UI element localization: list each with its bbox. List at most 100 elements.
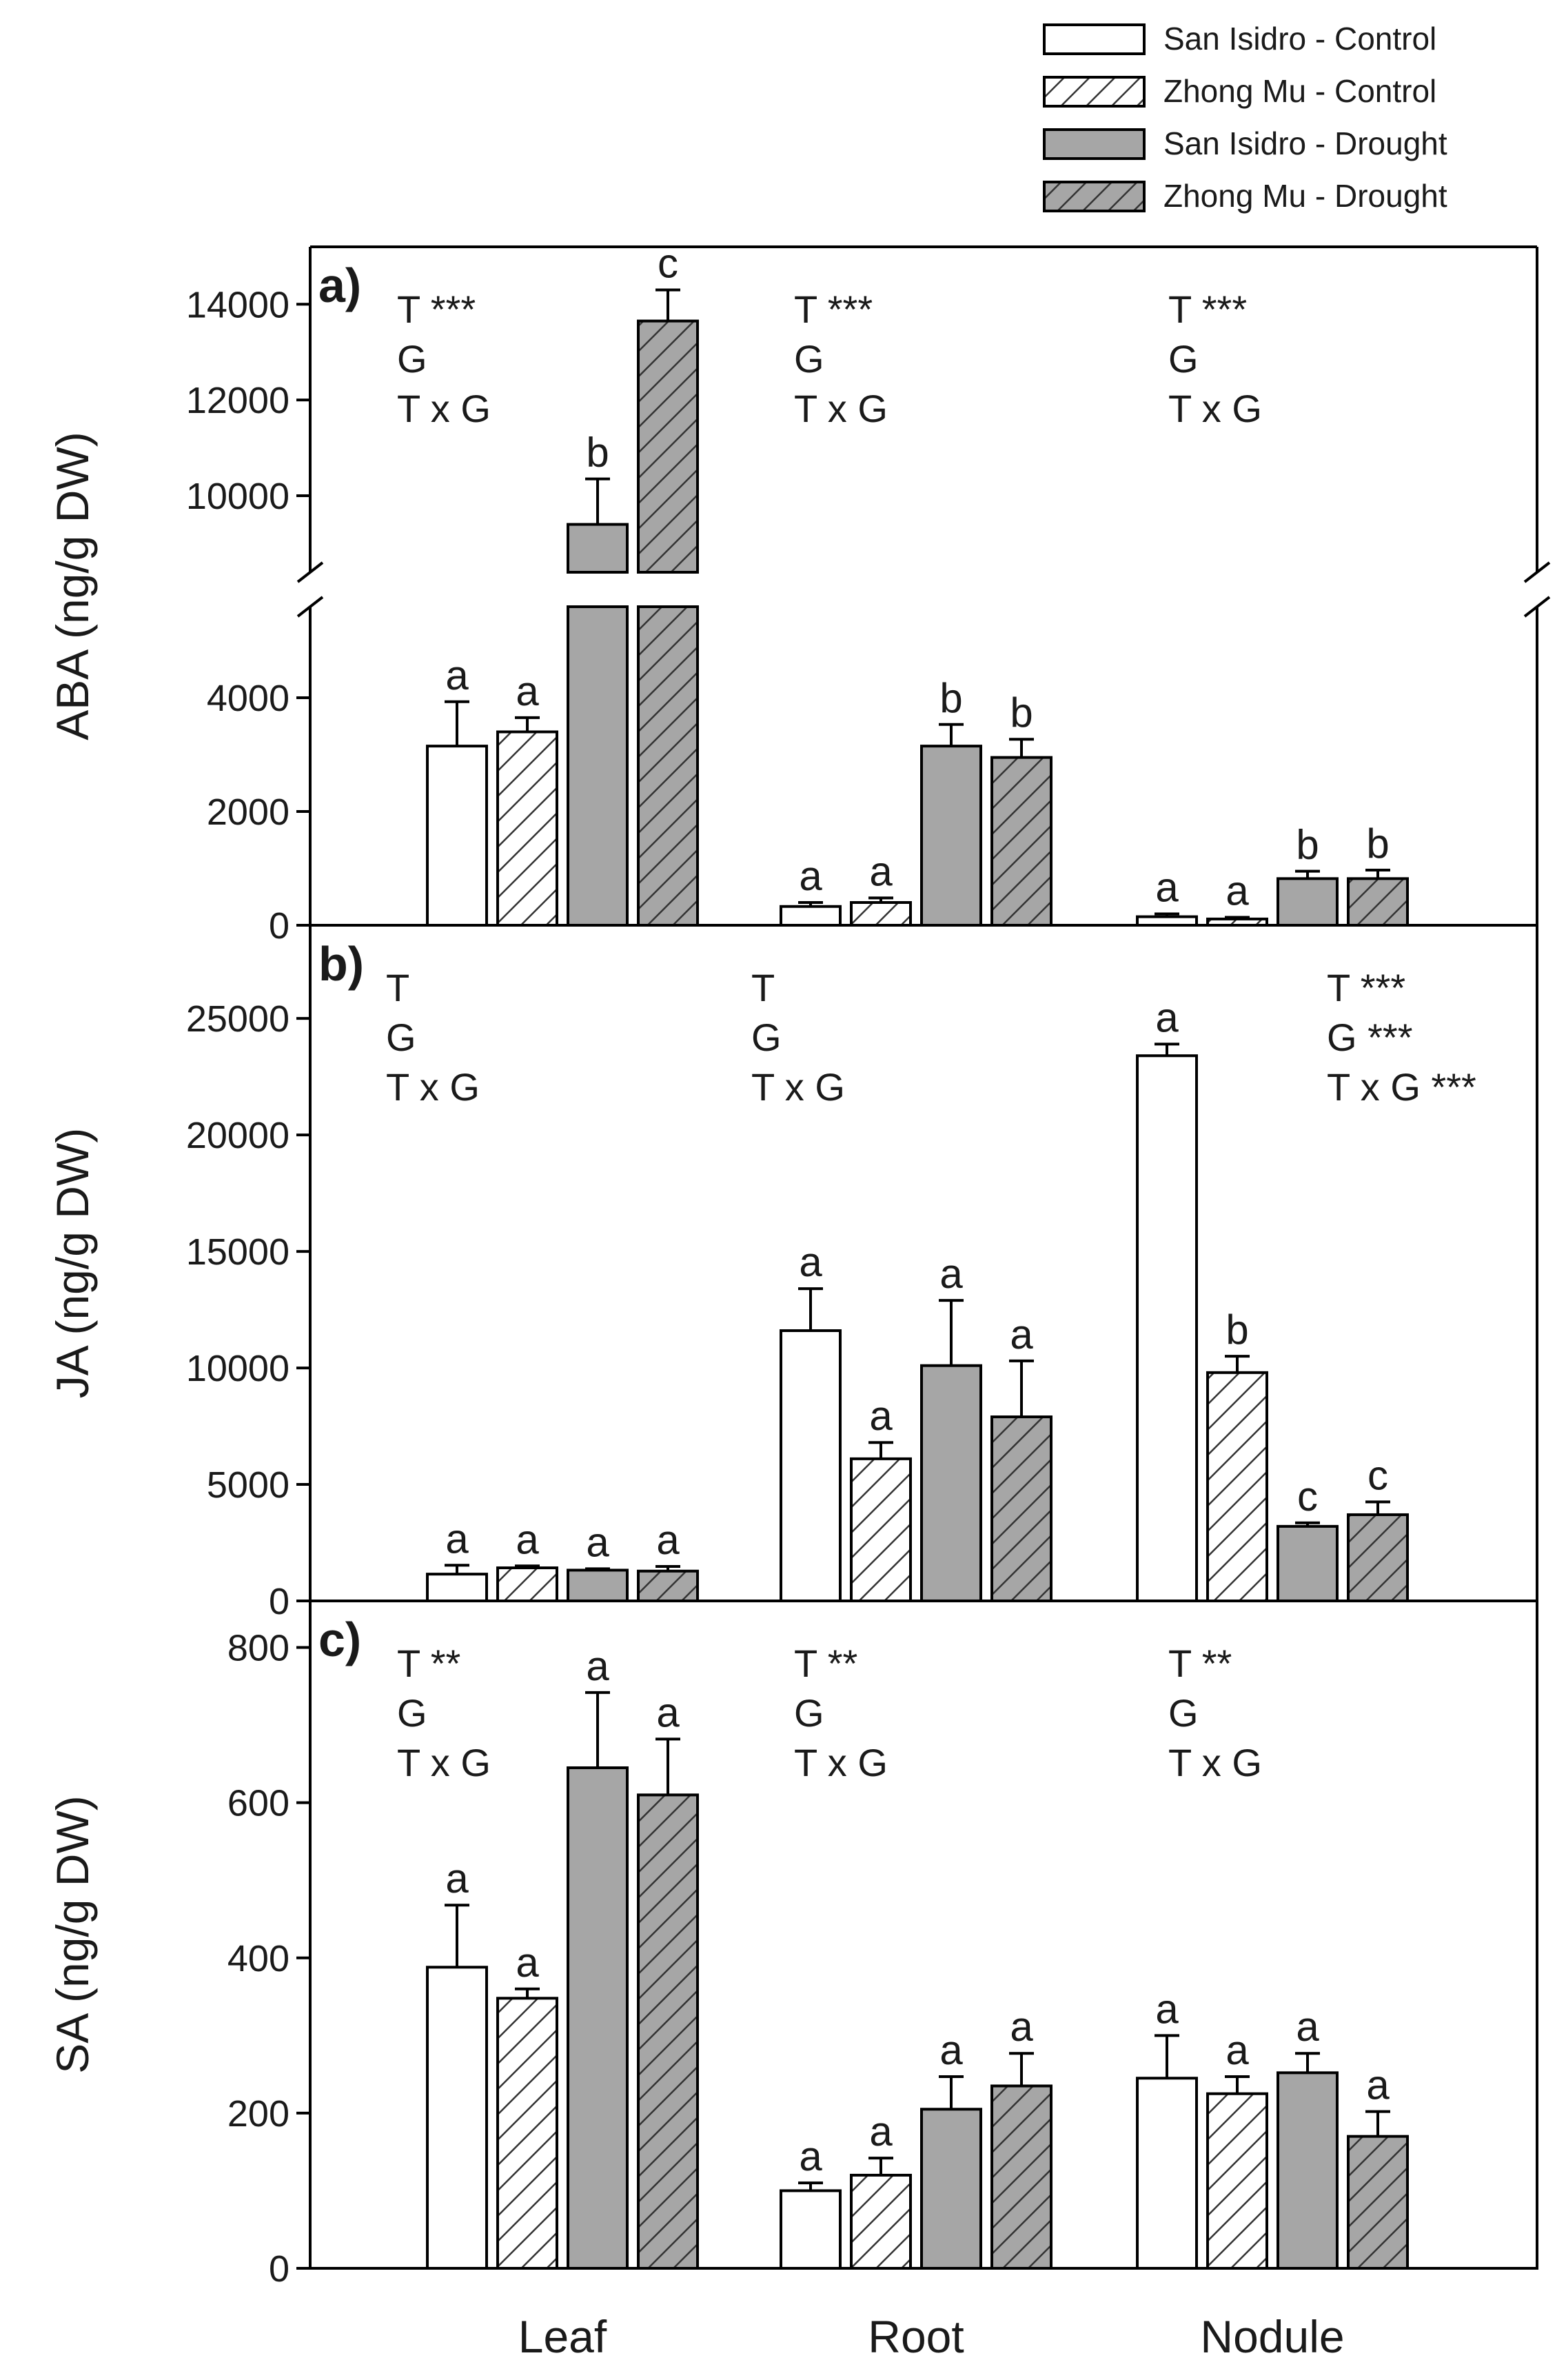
- stat-root-line-0: T **: [794, 1642, 857, 1685]
- sig-letter-b-leaf-0: a: [445, 1515, 469, 1562]
- sig-letter-b-root-3: a: [1010, 1311, 1033, 1358]
- stat-root-line-0: T ***: [794, 288, 873, 331]
- sig-letter-b-nodule-2: c: [1297, 1473, 1318, 1520]
- bar-a-root-zhong-mu-drought: [990, 756, 1053, 927]
- sig-letter-c-nodule-1: a: [1226, 2027, 1249, 2073]
- sig-letter-a-leaf-0: a: [445, 652, 469, 698]
- stat-leaf-line-1: G: [397, 1691, 427, 1735]
- sig-letter-b-leaf-3: a: [656, 1517, 680, 1563]
- bar-b-root-zhong-mu-control: [850, 1457, 912, 1602]
- stat-leaf-line-2: T x G: [397, 387, 491, 430]
- stat-nodule-line-2: T x G: [1168, 1741, 1262, 1784]
- sig-letter-b-root-2: a: [939, 1251, 963, 1297]
- bar-c-nodule-san-isidro-drought: [1277, 2071, 1339, 2270]
- x-category-nodule: Nodule: [1200, 2311, 1344, 2362]
- legend: San Isidro - Control Zhong Mu - Control Sa…: [1043, 21, 1447, 214]
- y-tick-label: 12000: [186, 380, 289, 421]
- sig-letter-a-root-3: b: [1010, 689, 1033, 736]
- bar-c-root-zhong-mu-control: [850, 2173, 912, 2270]
- sig-letter-a-root-1: a: [869, 848, 893, 894]
- y-tick-label: 600: [227, 1783, 289, 1824]
- sig-letter-a-leaf-1: a: [516, 668, 539, 714]
- stat-nodule-line-1: G ***: [1327, 1016, 1413, 1059]
- sig-letter-b-leaf-2: a: [586, 1519, 609, 1565]
- y-tick-label: 0: [269, 905, 289, 947]
- sig-letter-a-root-0: a: [799, 853, 822, 899]
- sig-letter-b-nodule-3: c: [1367, 1452, 1388, 1498]
- y-tick-label: 20000: [186, 1115, 289, 1156]
- bar-b-leaf-san-isidro-control: [426, 1573, 488, 1603]
- y-tick-label: 10000: [186, 1348, 289, 1389]
- stat-nodule-line-1: G: [1168, 1691, 1199, 1735]
- legend-swatch-san-isidro-drought: [1043, 128, 1146, 160]
- bar-c-root-san-isidro-control: [780, 2189, 842, 2270]
- sig-letter-c-nodule-3: a: [1366, 2062, 1390, 2108]
- sig-letter-c-nodule-2: a: [1296, 2004, 1319, 2050]
- sig-letter-a-nodule-1: a: [1226, 867, 1249, 914]
- legend-swatch-zhong-mu-drought: [1043, 181, 1146, 212]
- bar-b-leaf-san-isidro-drought: [567, 1569, 629, 1602]
- y-tick-label: 14000: [186, 284, 289, 325]
- y-tick-label: 0: [269, 1581, 289, 1622]
- y-tick-label: 800: [227, 1628, 289, 1669]
- sig-letter-c-root-1: a: [869, 2108, 893, 2155]
- panel-b: 0 5000 10000 15000 20000 25000 JA (ng/g DW) b) T…: [47, 924, 1538, 1622]
- stat-leaf-line-1: G: [397, 337, 427, 381]
- stat-leaf-line-0: T: [386, 966, 409, 1009]
- stat-root-line-2: T x G: [794, 387, 888, 430]
- legend-label-san-isidro-drought: San Isidro - Drought: [1163, 125, 1447, 161]
- axis-break-mark: [296, 561, 324, 583]
- sig-letter-b-nodule-0: a: [1155, 994, 1179, 1040]
- panel-a-ylabel: ABA (ng/g DW): [47, 432, 98, 740]
- sig-letter-a-nodule-0: a: [1155, 865, 1179, 911]
- stat-leaf-line-0: T ***: [397, 288, 476, 331]
- y-tick-label: 4000: [207, 678, 289, 719]
- stat-nodule-line-2: T x G ***: [1327, 1065, 1476, 1109]
- legend-swatch-san-isidro-control: [1043, 23, 1146, 55]
- y-tick-label: 200: [227, 2093, 289, 2135]
- axis-break-mark: [1523, 561, 1551, 583]
- x-category-root: Root: [868, 2311, 964, 2362]
- stat-nodule-line-2: T x G: [1168, 387, 1262, 430]
- bar-b-root-san-isidro-drought: [920, 1364, 982, 1603]
- x-axis-categories: Leaf Root Nodule: [518, 2311, 1345, 2362]
- sig-letter-c-root-3: a: [1010, 2004, 1033, 2050]
- stat-nodule-line-1: G: [1168, 337, 1199, 381]
- bar-b-leaf-zhong-mu-control: [496, 1566, 558, 1602]
- bar-c-leaf-san-isidro-control: [426, 1966, 488, 2270]
- y-tick-label: 15000: [186, 1231, 289, 1273]
- panel-c-ylabel: SA (ng/g DW): [47, 1795, 98, 2073]
- sig-letter-b-leaf-1: a: [516, 1516, 539, 1562]
- stat-leaf-line-0: T **: [397, 1642, 460, 1685]
- axis-break-mark: [1523, 596, 1551, 618]
- bar-a-leaf-san-isidro-control: [426, 745, 488, 927]
- bar-c-nodule-zhong-mu-drought: [1347, 2135, 1409, 2270]
- sig-letter-c-root-0: a: [799, 2133, 822, 2179]
- sig-letter-c-leaf-2: a: [586, 1643, 609, 1689]
- stat-leaf-line-2: T x G: [386, 1065, 480, 1109]
- bar-a-leaf-san-isidro-drought-lower: [567, 605, 629, 927]
- bar-c-nodule-san-isidro-control: [1136, 2077, 1198, 2270]
- stat-nodule-line-0: T ***: [1168, 288, 1247, 331]
- stat-root-line-1: G: [794, 1691, 824, 1735]
- bar-a-leaf-zhong-mu-drought-lower: [637, 605, 699, 927]
- sig-letter-a-nodule-2: b: [1296, 822, 1319, 868]
- bar-a-root-zhong-mu-control: [850, 901, 912, 927]
- sig-letter-c-leaf-3: a: [656, 1689, 680, 1735]
- stat-leaf-line-2: T x G: [397, 1741, 491, 1784]
- bar-a-leaf-zhong-mu-drought: [637, 319, 699, 574]
- y-tick-label: 0: [269, 2248, 289, 2290]
- bar-c-leaf-zhong-mu-control: [496, 1997, 558, 2270]
- y-tick-label: 25000: [186, 998, 289, 1040]
- stat-root-line-1: G: [794, 337, 824, 381]
- bar-b-leaf-zhong-mu-drought: [637, 1569, 699, 1603]
- bar-c-leaf-zhong-mu-drought: [637, 1793, 699, 2270]
- y-tick-label: 10000: [186, 476, 289, 517]
- stat-root-line-1: G: [751, 1016, 782, 1059]
- bar-a-leaf-zhong-mu-control: [496, 730, 558, 927]
- y-tick-label: 5000: [207, 1464, 289, 1506]
- stat-nodule-line-0: T **: [1168, 1642, 1232, 1685]
- sig-letter-a-leaf-2: b: [586, 430, 609, 476]
